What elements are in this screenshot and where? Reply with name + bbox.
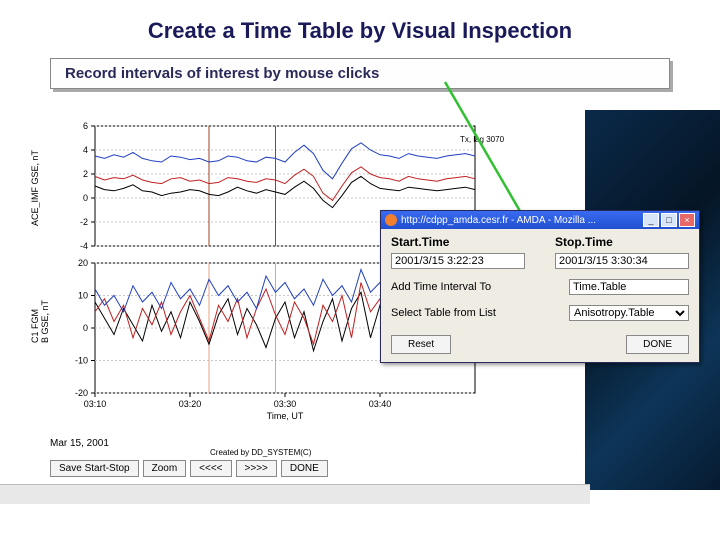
start-time-input[interactable] [391,253,525,269]
svg-text:-2: -2 [80,217,88,227]
stop-time-label: Stop.Time [555,235,689,249]
date-label: Mar 15, 2001 [50,438,109,449]
maximize-icon[interactable]: □ [661,213,677,227]
svg-text:03:20: 03:20 [179,399,202,409]
svg-text:4: 4 [83,145,88,155]
time-table-name-input[interactable] [569,279,689,295]
svg-text:0: 0 [83,193,88,203]
add-interval-label: Add Time Interval To [391,281,539,293]
stop-time-input[interactable] [555,253,689,269]
svg-text:0: 0 [83,323,88,333]
svg-text:-20: -20 [75,388,88,398]
bottom-statusbar [0,484,590,504]
select-table-label: Select Table from List [391,307,539,319]
zoom-button[interactable]: Zoom [143,460,187,477]
svg-text:-10: -10 [75,356,88,366]
side-text: Tx, lag 3070 [460,135,504,144]
next-button[interactable]: >>>> [236,460,277,477]
svg-text:20: 20 [78,258,88,268]
svg-text:03:10: 03:10 [84,399,107,409]
svg-text:-4: -4 [80,241,88,251]
chart-bottom-ylabel: C1 FGM B GSE, nT [30,300,50,343]
instruction-bar: Record intervals of interest by mouse cl… [50,58,670,89]
done-button[interactable]: DONE [281,460,328,477]
page-title: Create a Time Table by Visual Inspection [0,0,720,58]
prev-button[interactable]: <<<< [190,460,231,477]
save-start-stop-button[interactable]: Save Start-Stop [50,460,139,477]
popup-titlebar[interactable]: http://cdpp_amda.cesr.fr - AMDA - Mozill… [381,211,699,229]
svg-text:03:30: 03:30 [274,399,297,409]
start-time-label: Start.Time [391,235,525,249]
svg-text:6: 6 [83,121,88,131]
svg-text:Time, UT: Time, UT [267,411,304,421]
svg-text:2: 2 [83,169,88,179]
svg-text:10: 10 [78,291,88,301]
popup-url: http://cdpp_amda.cesr.fr - AMDA - Mozill… [397,215,641,226]
popup-done-button[interactable]: DONE [626,335,689,354]
reset-button[interactable]: Reset [391,335,451,354]
popup-body: Start.Time Stop.Time Add Time Interval T… [381,229,699,362]
minimize-icon[interactable]: _ [643,213,659,227]
firefox-icon [385,214,397,226]
bottom-button-row: Save Start-Stop Zoom <<<< >>>> DONE [50,460,328,477]
close-icon[interactable]: × [679,213,695,227]
chart-top-ylabel: ACE_IMF GSE, nT [30,150,40,226]
time-table-popup: http://cdpp_amda.cesr.fr - AMDA - Mozill… [380,210,700,363]
svg-text:03:40: 03:40 [369,399,392,409]
created-by-label: Created by DD_SYSTEM(C) [210,448,311,457]
table-select[interactable]: Anisotropy.Table [569,305,689,321]
